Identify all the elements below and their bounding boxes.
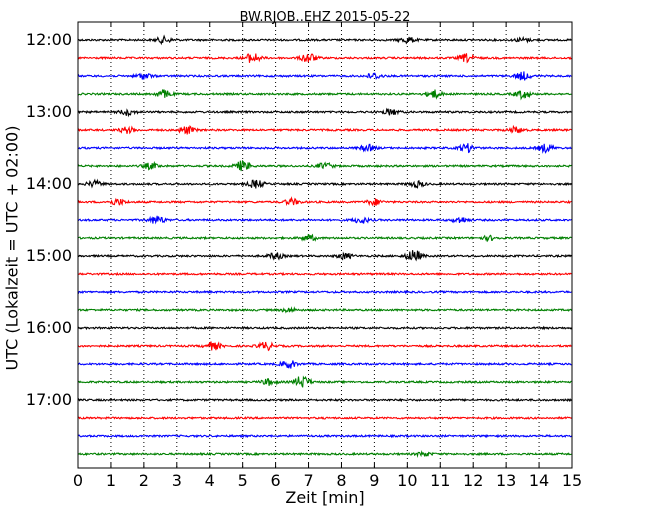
seismic-trace	[77, 433, 572, 439]
x-tick-label: 7	[303, 471, 313, 490]
seismic-trace	[77, 159, 572, 172]
x-tick-label: 8	[336, 471, 346, 490]
seismic-trace	[77, 289, 572, 295]
x-tick-label: 13	[496, 471, 516, 490]
x-tick-label: 5	[238, 471, 248, 490]
plot-frame	[77, 21, 573, 469]
x-tick-label: 14	[529, 471, 549, 490]
x-tick-label: 6	[271, 471, 281, 490]
x-tick-label: 3	[172, 471, 182, 490]
x-tick-label: 11	[430, 471, 450, 490]
axis-ticks: 0 1 2 3 4 5 6 7 8 9 10 11 12 13 14 1512:0013:0014:0015:…	[26, 22, 582, 490]
seismic-trace	[77, 233, 572, 243]
chart-title: BW.RJOB..EHZ 2015-05-22	[239, 10, 411, 25]
x-tick-label: 1	[106, 471, 116, 490]
x-tick-label: 0	[73, 471, 83, 490]
seismic-trace	[77, 250, 572, 262]
seismic-trace	[77, 34, 572, 46]
seismic-trace	[77, 107, 572, 118]
seismic-trace	[77, 178, 572, 190]
seismic-trace	[77, 271, 572, 277]
y-tick-label: 12:00	[26, 30, 72, 49]
seismic-trace	[77, 143, 572, 154]
x-axis-label: Zeit [min]	[285, 488, 365, 507]
y-tick-label: 17:00	[26, 390, 72, 409]
x-tick-label: 10	[397, 471, 417, 490]
trace-lines	[77, 34, 572, 458]
seismic-trace	[77, 306, 572, 314]
seismic-trace	[77, 124, 572, 135]
seismic-trace	[77, 52, 572, 64]
seismic-trace	[77, 89, 572, 101]
x-tick-label: 4	[205, 471, 215, 490]
y-tick-label: 14:00	[26, 174, 72, 193]
y-tick-label: 13:00	[26, 102, 72, 121]
x-tick-label: 12	[463, 471, 483, 490]
seismic-trace	[77, 375, 572, 388]
grid-lines	[110, 22, 540, 468]
y-axis-label: UTC (Lokalzeit = UTC + 02:00)	[2, 125, 22, 371]
seismic-trace	[77, 397, 572, 403]
y-tick-label: 16:00	[26, 318, 72, 337]
seismic-trace	[77, 196, 572, 207]
seismic-trace	[77, 71, 572, 81]
seismic-trace	[77, 341, 572, 352]
seismic-trace	[77, 449, 572, 458]
x-tick-label: 15	[562, 471, 582, 490]
x-tick-label: 2	[139, 471, 149, 490]
y-tick-label: 15:00	[26, 246, 72, 265]
seismic-trace	[77, 360, 572, 369]
seismic-trace	[77, 215, 572, 225]
seismic-trace	[77, 415, 572, 421]
x-tick-label: 9	[369, 471, 379, 490]
seismic-trace	[77, 325, 572, 331]
